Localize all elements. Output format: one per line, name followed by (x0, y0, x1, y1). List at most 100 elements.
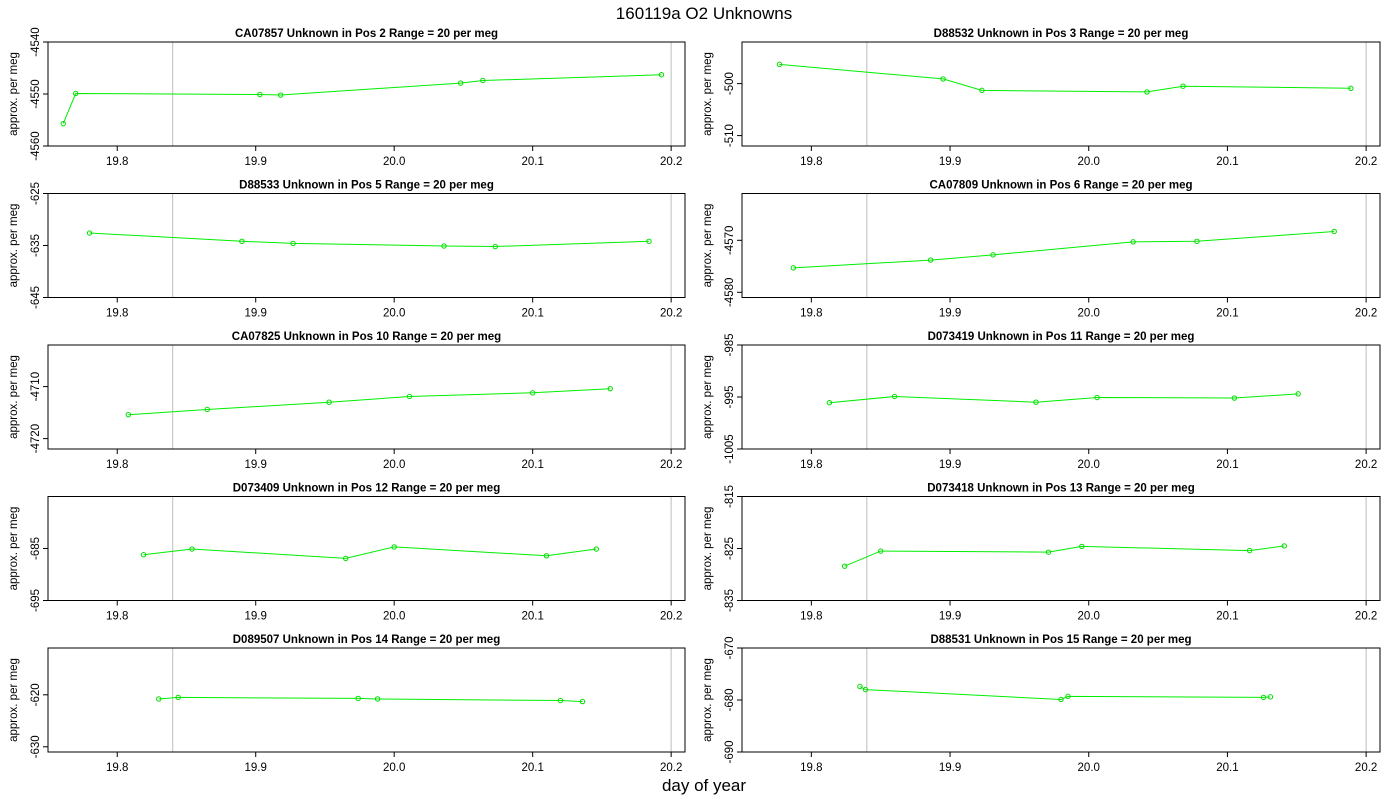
x-tick-label: 19.8 (800, 611, 822, 623)
x-tick-label: 20.1 (1216, 611, 1238, 623)
data-point (658, 72, 665, 78)
data-point (1246, 547, 1253, 554)
data-point (277, 92, 284, 98)
data-point (776, 61, 783, 68)
data-point (189, 546, 195, 552)
x-tick-label: 19.8 (800, 308, 822, 320)
data-point (557, 697, 564, 704)
data-point (374, 696, 381, 702)
data-point (940, 76, 946, 82)
panel-8: D073418 Unknown in Pos 13 Range = 20 per… (702, 483, 1381, 623)
data-point (1348, 85, 1354, 91)
x-tick-label: 20.0 (383, 308, 405, 320)
x-tick-label: 19.9 (245, 308, 267, 320)
x-tick-label: 20.0 (383, 611, 405, 623)
x-tick-label: 20.0 (1078, 156, 1100, 168)
x-tick-label: 20.2 (660, 762, 682, 774)
data-point (1331, 228, 1337, 235)
x-tick-label: 19.9 (939, 308, 961, 320)
data-point (593, 546, 600, 552)
x-tick-label: 20.0 (1078, 762, 1100, 774)
data-point (1281, 543, 1288, 549)
y-tick-label: -4550 (30, 79, 42, 108)
x-tick-label: 19.9 (939, 156, 961, 168)
x-tick-label: 20.2 (1355, 459, 1377, 471)
x-tick-label: 19.8 (800, 459, 822, 471)
panel-title: D073409 Unknown in Pos 12 Range = 20 per… (233, 483, 500, 495)
y-tick-label: -695 (30, 589, 42, 612)
x-tick-label: 19.8 (106, 308, 128, 320)
data-point (607, 385, 613, 392)
panel-6: D073419 Unknown in Pos 11 Range = 20 per… (702, 331, 1381, 471)
y-tick-label: -680 (724, 688, 736, 711)
data-point (1058, 696, 1064, 703)
data-point (406, 393, 413, 400)
series-line (844, 545, 1285, 567)
y-tick-label: -620 (30, 683, 42, 706)
y-tick-label: -4720 (30, 424, 42, 453)
panel-4: CA07809 Unknown in Pos 6 Range = 20 per … (702, 180, 1381, 320)
series-line (143, 546, 597, 559)
y-tick-label: -635 (30, 234, 42, 257)
x-tick-label: 20.2 (1355, 611, 1377, 623)
y-axis-label: approx. per meg (702, 507, 714, 591)
data-point (156, 696, 162, 702)
panel-title: D88532 Unknown in Pos 3 Range = 20 per m… (934, 28, 1189, 40)
x-tick-label: 19.8 (106, 611, 128, 623)
x-tick-label: 20.1 (521, 156, 543, 168)
x-tick-label: 20.0 (383, 762, 405, 774)
panel-title: D88533 Unknown in Pos 5 Range = 20 per m… (239, 180, 494, 192)
data-point (543, 553, 550, 559)
y-tick-label: -4580 (724, 278, 736, 307)
x-tick-label: 19.9 (939, 611, 961, 623)
y-tick-label: -835 (724, 589, 736, 612)
series-line (89, 232, 650, 248)
data-point (891, 393, 898, 400)
data-point (480, 77, 486, 84)
series-line (793, 231, 1335, 269)
panel-2: D88532 Unknown in Pos 3 Range = 20 per m… (702, 28, 1381, 168)
y-tick-label: -670 (724, 636, 736, 659)
data-point (492, 243, 498, 250)
y-axis-label: approx. per meg (8, 204, 20, 288)
x-tick-label: 20.2 (1355, 156, 1377, 168)
x-tick-label: 20.2 (660, 459, 682, 471)
data-point (326, 399, 332, 405)
x-tick-label: 20.2 (1355, 762, 1377, 774)
y-tick-label: -4570 (724, 226, 736, 255)
x-tick-label: 19.8 (106, 762, 128, 774)
data-point (441, 243, 447, 249)
x-tick-label: 19.9 (939, 762, 961, 774)
data-point (826, 400, 833, 406)
plot-frame (47, 193, 686, 298)
panel-title: D089507 Unknown in Pos 14 Range = 20 per… (233, 634, 500, 646)
y-tick-label: -645 (30, 286, 42, 309)
y-tick-label: -510 (724, 124, 736, 147)
series-line (829, 393, 1299, 404)
panel-title: D88531 Unknown in Pos 15 Range = 20 per … (930, 634, 1191, 646)
x-tick-label: 20.1 (1216, 459, 1238, 471)
plot-frame (47, 344, 686, 450)
y-axis-label: approx. per meg (702, 355, 714, 439)
data-point (1045, 549, 1052, 555)
plot-frame (47, 496, 686, 601)
y-axis-label: approx. per meg (702, 52, 714, 136)
x-tick-label: 19.9 (245, 611, 267, 623)
panel-title: D073418 Unknown in Pos 13 Range = 20 per… (927, 483, 1194, 495)
plot-frame (741, 41, 1381, 147)
series-line (158, 696, 583, 703)
plot-frame (741, 193, 1381, 298)
x-tick-label: 20.0 (383, 156, 405, 168)
y-axis-label: approx. per meg (8, 507, 20, 591)
data-point (1094, 394, 1100, 401)
x-axis-label: day of year (662, 776, 746, 795)
panel-3: D88533 Unknown in Pos 5 Range = 20 per m… (8, 180, 686, 320)
data-point (790, 265, 797, 271)
data-point (60, 120, 66, 127)
data-point (391, 544, 397, 550)
y-tick-label: -1005 (724, 434, 736, 463)
x-tick-label: 20.2 (660, 308, 682, 320)
x-tick-label: 19.9 (245, 459, 267, 471)
data-point (457, 80, 464, 86)
